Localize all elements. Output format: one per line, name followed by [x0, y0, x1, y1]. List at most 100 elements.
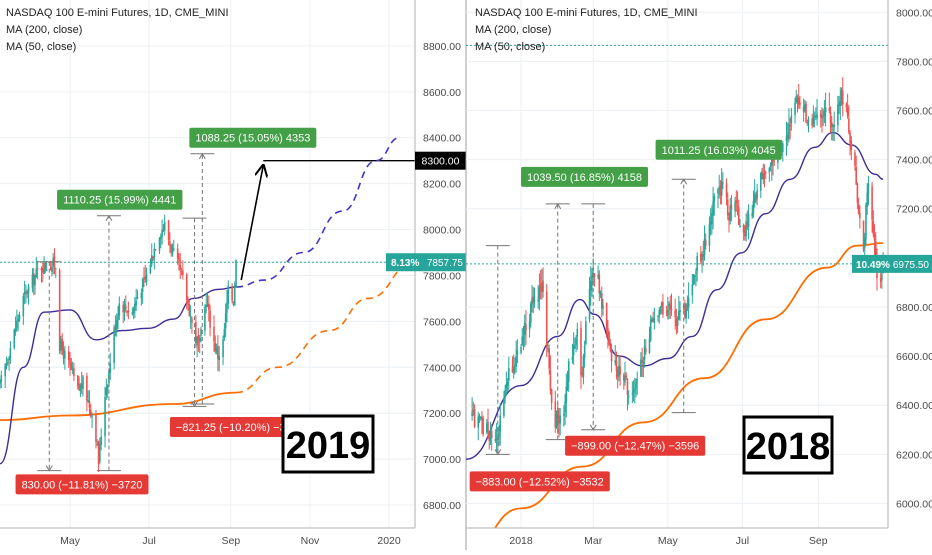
candle [78, 376, 80, 391]
price-tick-label: 7000.00 [423, 454, 461, 466]
candle [845, 102, 848, 113]
candle [662, 293, 664, 318]
candle [744, 225, 746, 241]
candle [833, 111, 835, 142]
price-tick-label: 8600.00 [423, 87, 461, 99]
candle [608, 330, 610, 346]
candle [150, 243, 153, 267]
candle [554, 390, 557, 433]
candle [566, 370, 569, 392]
candle [815, 107, 817, 120]
candle [838, 95, 840, 115]
candle [701, 251, 703, 273]
candle [624, 361, 626, 386]
candle [104, 386, 106, 448]
candle [17, 314, 19, 331]
candle [855, 155, 857, 186]
candle [804, 99, 806, 113]
candle [848, 105, 850, 135]
candle [530, 301, 532, 328]
candle [589, 266, 592, 306]
candle [185, 272, 188, 310]
candle [696, 252, 698, 282]
candle [117, 306, 119, 330]
measurement-label-up: 1039.50 (16.85%) 4158 [521, 166, 649, 187]
candle [702, 240, 705, 266]
candle [769, 162, 772, 172]
right-legend: NASDAQ 100 E-mini Futures, 1D, CME_MINI … [475, 7, 698, 53]
candle [533, 287, 536, 308]
candle [227, 280, 230, 309]
left-year-badge: 2019 [281, 414, 375, 474]
candle [753, 179, 756, 208]
measurement-label-up: 1088.25 (15.05%) 4353 [189, 127, 317, 148]
candle [812, 105, 815, 128]
left-legend: NASDAQ 100 E-mini Futures, 1D, CME_MINI … [6, 7, 229, 53]
candle [700, 246, 702, 265]
candle [472, 401, 475, 416]
candle [499, 403, 502, 446]
candle [223, 322, 226, 342]
candle [632, 380, 635, 402]
svg-text:1110.25 (15.99%) 4441: 1110.25 (15.99%) 4441 [63, 195, 176, 207]
candle [687, 282, 690, 319]
candle [862, 220, 865, 253]
candle [640, 352, 642, 378]
time-tick-label: May [60, 535, 81, 547]
candle [830, 116, 833, 141]
candle [618, 354, 620, 382]
candle [745, 213, 747, 242]
left-legend-ma200: MA (200, close) [6, 24, 82, 36]
current-price-label: 10.49% 6975.50 [852, 254, 932, 273]
price-tick-label: 7400.00 [423, 362, 461, 374]
candle [581, 366, 584, 378]
price-tick-label: 8000.00 [896, 7, 932, 19]
candle [67, 345, 70, 368]
right-time-axis: 2018 Mar May Jul Sep [466, 527, 888, 547]
svg-text:1039.50 (16.85%) 4158: 1039.50 (16.85%) 4158 [527, 172, 642, 184]
candle [114, 315, 117, 337]
candle [506, 378, 509, 393]
candle [473, 404, 476, 429]
left-measurement-labels: 1110.25 (15.99%) 4441 1088.25 (15.05%) 43… [15, 127, 317, 495]
candle [88, 390, 91, 415]
candle [811, 113, 813, 129]
candle [550, 388, 553, 411]
candle [167, 219, 170, 246]
candle [752, 190, 755, 218]
candle [563, 405, 565, 427]
candle [163, 214, 166, 236]
measurement-down [485, 245, 510, 456]
candle [222, 335, 224, 366]
candle [828, 92, 831, 114]
candle [521, 328, 524, 347]
candle [541, 268, 543, 300]
current-price-text: 7857.75 [427, 258, 464, 269]
candle [207, 295, 210, 322]
candle [582, 353, 585, 385]
left-chart-title: NASDAQ 100 E-mini Futures, 1D, CME_MINI [6, 7, 229, 19]
candle [602, 298, 604, 316]
candle [60, 335, 62, 355]
price-tick-label: 8000.00 [423, 225, 461, 237]
candle [678, 295, 680, 321]
candle [214, 335, 217, 355]
candle [667, 296, 669, 320]
candle [215, 343, 218, 355]
candle [99, 437, 101, 465]
candle [658, 307, 661, 324]
candle [58, 268, 61, 354]
candle [143, 267, 145, 288]
left-ma-projections [235, 136, 415, 394]
candle [149, 258, 152, 275]
right-legend-ma200: MA (200, close) [475, 24, 551, 36]
candle [625, 372, 628, 380]
candle [515, 340, 517, 373]
ma200-projection-dashed [235, 260, 415, 394]
measurement-label-down: −899.00 (−12.47%) −3596 [565, 435, 706, 456]
candle [25, 284, 27, 304]
candle [188, 299, 191, 317]
candle [490, 424, 493, 451]
candle [659, 305, 662, 315]
candle [205, 292, 208, 314]
